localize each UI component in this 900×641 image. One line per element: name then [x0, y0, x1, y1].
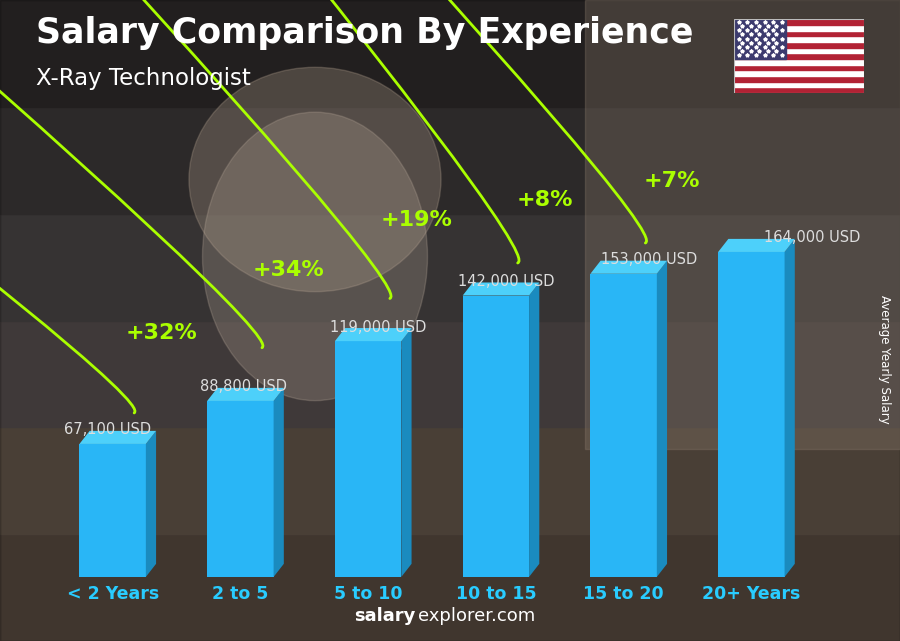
- Bar: [0, 0, 900, 107]
- Bar: [734, 53, 864, 59]
- Text: +7%: +7%: [644, 171, 700, 190]
- Bar: [0, 320, 900, 428]
- Text: 153,000 USD: 153,000 USD: [600, 252, 697, 267]
- Polygon shape: [79, 444, 146, 577]
- Ellipse shape: [202, 112, 428, 401]
- Bar: [585, 0, 900, 449]
- Polygon shape: [463, 296, 529, 577]
- Text: salary: salary: [355, 607, 416, 625]
- Text: 142,000 USD: 142,000 USD: [457, 274, 554, 289]
- Polygon shape: [529, 283, 539, 577]
- Polygon shape: [274, 388, 284, 577]
- Text: 88,800 USD: 88,800 USD: [200, 379, 286, 394]
- Polygon shape: [590, 274, 657, 577]
- Polygon shape: [335, 328, 411, 341]
- Text: +19%: +19%: [381, 210, 453, 230]
- Bar: [0, 107, 900, 213]
- Bar: [734, 65, 864, 71]
- Bar: [734, 19, 786, 59]
- Bar: [734, 76, 864, 81]
- Text: Salary Comparison By Experience: Salary Comparison By Experience: [36, 16, 693, 50]
- Text: +8%: +8%: [517, 190, 572, 210]
- Polygon shape: [79, 431, 156, 444]
- Polygon shape: [590, 261, 667, 274]
- Text: Average Yearly Salary: Average Yearly Salary: [878, 295, 891, 423]
- Bar: [0, 534, 900, 641]
- Bar: [734, 25, 864, 31]
- Text: X-Ray Technologist: X-Ray Technologist: [36, 67, 251, 90]
- Polygon shape: [401, 328, 411, 577]
- Polygon shape: [207, 401, 274, 577]
- Polygon shape: [718, 239, 795, 252]
- Polygon shape: [463, 283, 539, 296]
- Polygon shape: [335, 341, 401, 577]
- Bar: [734, 19, 864, 25]
- Polygon shape: [146, 431, 156, 577]
- Text: 164,000 USD: 164,000 USD: [764, 230, 860, 246]
- Text: +32%: +32%: [125, 323, 197, 343]
- Bar: [734, 59, 864, 65]
- Bar: [734, 42, 864, 47]
- Bar: [734, 37, 864, 42]
- Polygon shape: [785, 239, 795, 577]
- Bar: [734, 71, 864, 76]
- Bar: [734, 87, 864, 93]
- Text: +34%: +34%: [253, 260, 325, 279]
- Bar: [734, 47, 864, 53]
- Text: 119,000 USD: 119,000 USD: [329, 320, 427, 335]
- Text: explorer.com: explorer.com: [418, 607, 535, 625]
- Bar: [0, 213, 900, 320]
- Text: 67,100 USD: 67,100 USD: [64, 422, 151, 437]
- Bar: [734, 81, 864, 87]
- Polygon shape: [207, 388, 284, 401]
- Ellipse shape: [189, 67, 441, 292]
- Polygon shape: [657, 261, 667, 577]
- Bar: [734, 31, 864, 37]
- Polygon shape: [718, 252, 785, 577]
- Bar: [0, 428, 900, 534]
